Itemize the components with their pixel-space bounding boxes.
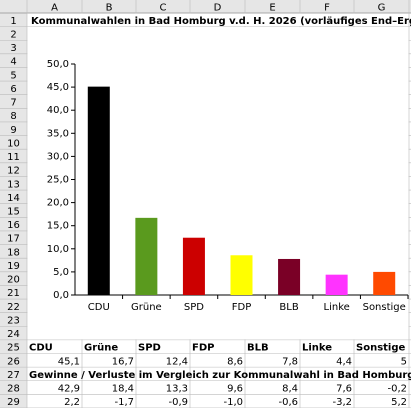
- x-tick-label: Linke: [324, 302, 350, 313]
- cell[interactable]: 9,6: [227, 384, 243, 395]
- column-header[interactable]: A: [51, 3, 58, 14]
- x-tick-label: BLB: [279, 302, 298, 313]
- cell[interactable]: FDP: [192, 343, 214, 354]
- y-tick-label: 25,0: [47, 175, 69, 186]
- cell[interactable]: 2,2: [64, 397, 80, 408]
- x-tick-label: CDU: [88, 302, 110, 313]
- cell[interactable]: 8,6: [227, 356, 243, 367]
- title-cell: [27, 13, 409, 27]
- bar: [182, 237, 205, 295]
- cell[interactable]: 8,4: [282, 384, 298, 395]
- y-tick-label: 40,0: [47, 105, 69, 116]
- x-tick-label: Sonstige: [363, 302, 406, 313]
- row-header[interactable]: 28: [7, 384, 20, 395]
- cell[interactable]: 5: [401, 356, 407, 367]
- cell[interactable]: 12,4: [166, 356, 188, 367]
- row-header[interactable]: 19: [7, 261, 20, 272]
- cell[interactable]: -0,6: [278, 397, 298, 408]
- row-header[interactable]: 6: [10, 84, 16, 95]
- cell[interactable]: -0,9: [168, 397, 188, 408]
- x-tick-label: FDP: [232, 302, 251, 313]
- y-tick-label: 35,0: [47, 128, 69, 139]
- column-header[interactable]: B: [106, 3, 113, 14]
- row-header[interactable]: 9: [10, 125, 16, 136]
- bar: [325, 274, 348, 295]
- cell[interactable]: 18,4: [112, 384, 134, 395]
- chart-area: [27, 27, 409, 340]
- cell[interactable]: 45,1: [58, 356, 80, 367]
- cell[interactable]: 7,6: [336, 384, 352, 395]
- row-header[interactable]: 26: [7, 356, 20, 367]
- cell[interactable]: -1,7: [114, 397, 134, 408]
- cell[interactable]: BLB: [247, 343, 269, 354]
- x-tick-label: SPD: [184, 302, 204, 313]
- cell[interactable]: Grüne: [84, 343, 118, 354]
- bar: [373, 271, 396, 295]
- cell[interactable]: 5,2: [391, 397, 407, 408]
- row-header[interactable]: 7: [10, 98, 16, 109]
- bar: [135, 217, 158, 295]
- cell[interactable]: 16,7: [112, 356, 134, 367]
- column-header[interactable]: D: [214, 3, 222, 14]
- cell[interactable]: 4,4: [336, 356, 352, 367]
- bar: [87, 86, 110, 295]
- row-header[interactable]: 21: [7, 288, 20, 299]
- row-header[interactable]: 20: [7, 275, 20, 286]
- row-header[interactable]: 24: [7, 329, 20, 340]
- cell[interactable]: -0,2: [387, 384, 407, 395]
- cell[interactable]: Linke: [302, 343, 332, 354]
- column-header[interactable]: F: [324, 3, 330, 14]
- column-header[interactable]: G: [378, 3, 386, 14]
- row-header[interactable]: 12: [7, 166, 20, 177]
- row-header[interactable]: 25: [7, 343, 20, 354]
- y-tick-label: 45,0: [47, 82, 69, 93]
- row-header[interactable]: 8: [10, 111, 16, 122]
- cell[interactable]: -3,2: [332, 397, 352, 408]
- cell[interactable]: 7,8: [282, 356, 298, 367]
- x-tick-label: Grüne: [131, 302, 162, 313]
- y-tick-label: 15,0: [47, 221, 69, 232]
- row-header[interactable]: 1: [10, 16, 16, 27]
- row-header[interactable]: 17: [7, 234, 20, 245]
- cell[interactable]: Sonstige: [356, 343, 406, 354]
- row-header[interactable]: 4: [10, 57, 16, 68]
- y-tick-label: 30,0: [47, 151, 69, 162]
- bar: [278, 258, 301, 295]
- cell[interactable]: CDU: [29, 343, 53, 354]
- row-header[interactable]: 3: [10, 43, 16, 54]
- row-header[interactable]: 10: [7, 138, 20, 149]
- sheet-title: Kommunalwahlen in Bad Homburg v.d. H. 20…: [31, 16, 411, 27]
- bar: [230, 255, 253, 295]
- y-tick-label: 50,0: [47, 59, 69, 70]
- column-header[interactable]: E: [269, 3, 275, 14]
- cell[interactable]: -1,0: [223, 397, 243, 408]
- row-header[interactable]: 27: [7, 370, 20, 381]
- row-header[interactable]: 22: [7, 302, 20, 313]
- row-header[interactable]: 16: [7, 220, 20, 231]
- y-tick-label: 20,0: [47, 198, 69, 209]
- cell[interactable]: SPD: [138, 343, 161, 354]
- row-header[interactable]: 11: [7, 152, 20, 163]
- row-header[interactable]: 23: [7, 315, 20, 326]
- y-tick-label: 5,0: [53, 267, 69, 278]
- row-header[interactable]: 13: [7, 179, 20, 190]
- row-header[interactable]: 2: [10, 29, 16, 40]
- column-header[interactable]: C: [160, 3, 167, 14]
- row-header[interactable]: 14: [7, 193, 20, 204]
- cell[interactable]: 42,9: [58, 384, 80, 395]
- column-header-bar: [0, 0, 411, 13]
- row-header[interactable]: 15: [7, 206, 20, 217]
- cell[interactable]: Gewinne / Verluste im Vergleich zur Komm…: [29, 370, 411, 381]
- row-header[interactable]: 5: [10, 70, 16, 81]
- y-tick-label: 10,0: [47, 244, 69, 255]
- y-tick-label: 0,0: [53, 290, 69, 301]
- cell[interactable]: 13,3: [166, 384, 188, 395]
- row-header[interactable]: 18: [7, 247, 20, 258]
- row-header[interactable]: 29: [7, 397, 20, 408]
